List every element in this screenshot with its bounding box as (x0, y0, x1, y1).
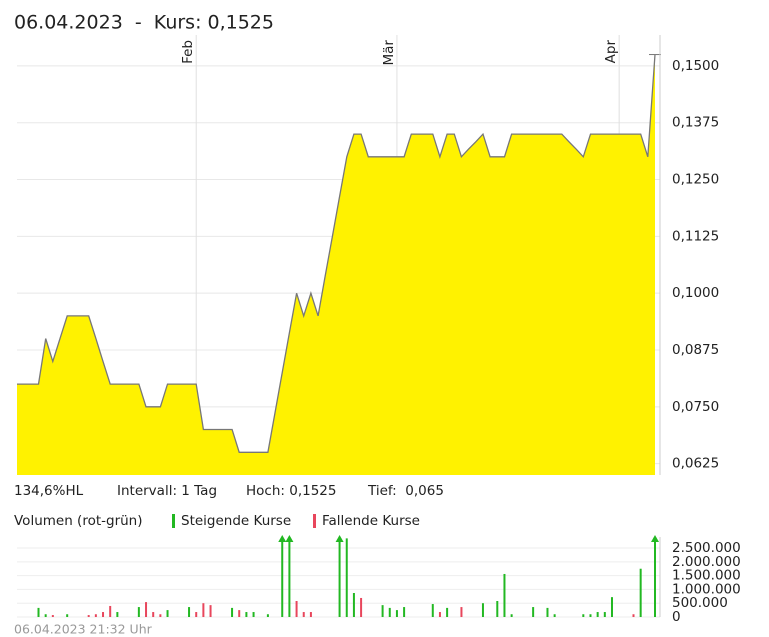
volume-bar (603, 612, 606, 617)
volume-bar (87, 615, 90, 617)
volume-bar (109, 605, 112, 617)
volume-bar (209, 605, 212, 617)
volume-bar (252, 612, 255, 617)
line (17, 54, 656, 453)
y-tick-label: 0,0625 (672, 456, 719, 472)
x-tick-label: Feb (180, 40, 196, 64)
legend-swatch (172, 514, 175, 528)
volume-bar (553, 614, 556, 617)
y-tick-label: 0,1375 (672, 115, 719, 131)
volume-bar (496, 601, 499, 617)
stat: Intervall: 1 Tag (117, 483, 217, 499)
area (17, 54, 655, 475)
volume-bar (44, 614, 47, 617)
volume-bar (166, 610, 169, 617)
volume-bar (145, 602, 148, 617)
volume-bar (152, 612, 155, 617)
volume-bar (438, 612, 441, 617)
overflow-arrow (335, 535, 344, 542)
volume-bar (632, 614, 635, 617)
y-tick-label: 0,0750 (672, 399, 719, 415)
legend-swatch (313, 514, 316, 528)
y-tick-label: 0 (672, 609, 681, 625)
volume-bar (266, 614, 269, 617)
volume-bar (639, 568, 642, 617)
volume-bar (532, 607, 535, 617)
y-tick-label: 500.000 (672, 595, 728, 611)
y-tick-label: 0,1250 (672, 172, 719, 188)
volume-bar (66, 614, 69, 617)
volume-bar (446, 607, 449, 617)
volume-bar (245, 612, 248, 617)
volume-bar (582, 614, 585, 617)
timestamp: 06.04.2023 21:32 Uhr (14, 622, 153, 637)
volume-bar (302, 612, 305, 617)
y-tick-label: 0,1500 (672, 58, 719, 74)
x-tick-label: Mär (381, 40, 397, 66)
volume-bar (596, 612, 599, 617)
overflow-arrow (278, 535, 287, 542)
chart-title: 06.04.2023 - Kurs: 0,1525 (14, 12, 274, 34)
legend-label: Fallende Kurse (322, 513, 420, 529)
volume-bar (510, 614, 513, 617)
volume-bar (195, 612, 198, 617)
volume-bar (309, 612, 312, 617)
y-tick-label: 2.000.000 (672, 554, 741, 570)
y-tick-label: 2.500.000 (672, 540, 741, 556)
volume-bar (202, 603, 205, 617)
y-tick-label: 0,1000 (672, 285, 719, 301)
x-tick-label: Apr (603, 40, 619, 64)
volume-bar (546, 607, 549, 617)
volume-bar (360, 597, 363, 617)
y-tick-label: 1.000.000 (672, 581, 741, 597)
volume-bar (37, 607, 40, 617)
volume-bar (159, 614, 162, 617)
y-tick-label: 1.500.000 (672, 568, 741, 584)
volume-bar (352, 593, 355, 617)
y-tick-label: 0,1125 (672, 228, 719, 244)
y-tick-label: 0,0875 (672, 342, 719, 358)
volume-bar (94, 614, 97, 617)
volume-bar (188, 607, 191, 617)
legend-label: Steigende Kurse (181, 513, 291, 529)
volume-bar (137, 607, 140, 617)
volume-bar (116, 612, 119, 617)
volume-bar (102, 612, 105, 617)
volume-bar (481, 603, 484, 617)
volume-bar (238, 610, 241, 617)
volume-bar (51, 615, 54, 617)
overflow-arrow (651, 535, 659, 542)
volume-bar (288, 539, 291, 617)
stat: Hoch: 0,1525 (246, 483, 336, 499)
volume-bar (460, 607, 463, 617)
volume-bar (295, 601, 298, 617)
volume-bar (345, 538, 348, 617)
volume-bar (395, 610, 398, 617)
volume-bar (281, 539, 284, 617)
volume-bar (654, 539, 656, 617)
stat: 134,6%HL (14, 483, 84, 499)
overflow-arrow (285, 535, 294, 542)
volume-bar (338, 539, 341, 617)
volume-bar (231, 607, 234, 617)
volume-bar (503, 573, 506, 617)
volume-title: Volumen (rot-grün) (14, 513, 143, 529)
volume-bar (381, 605, 384, 617)
volume-bar (610, 597, 613, 617)
stat: Tief: 0,065 (367, 483, 444, 499)
volume-bar (388, 607, 391, 617)
volume-bar (431, 604, 434, 617)
volume-bar (589, 614, 592, 617)
volume-bar (403, 607, 406, 617)
